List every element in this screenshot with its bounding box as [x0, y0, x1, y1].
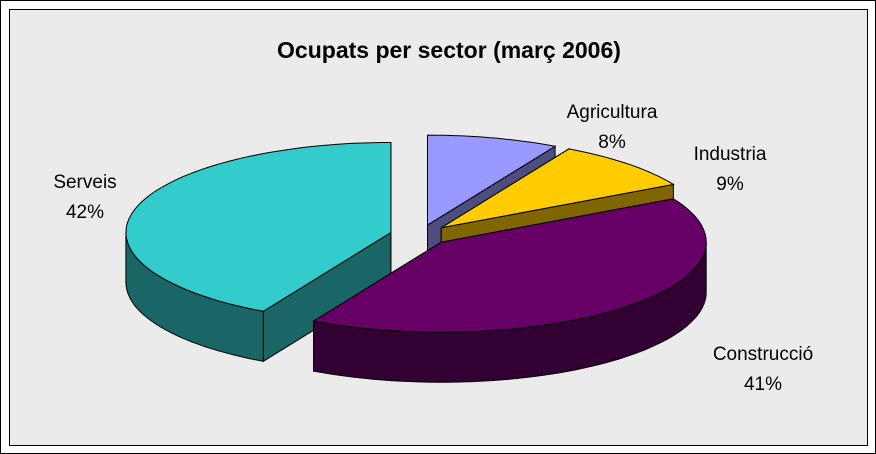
value-label: 41%	[744, 374, 782, 395]
slice-top	[440, 148, 675, 229]
data-label: Industria 9%	[694, 144, 767, 195]
pie-slice	[125, 142, 392, 363]
category-label: Industria	[694, 144, 767, 165]
value-label: 9%	[716, 174, 744, 195]
category-label: Construcció	[713, 344, 813, 365]
data-label: Construcció 41%	[713, 344, 813, 395]
value-label: 42%	[66, 202, 104, 223]
category-label: Serveis	[53, 172, 116, 193]
value-label: 8%	[598, 132, 626, 153]
data-label: Agricultura 8%	[567, 102, 658, 153]
slice-top	[427, 134, 557, 226]
slice-top	[312, 198, 707, 333]
pie-slice	[312, 198, 707, 383]
category-label: Agricultura	[567, 102, 658, 123]
data-label: Serveis 42%	[53, 172, 116, 223]
slice-top	[125, 142, 392, 312]
chart-title: Ocupats per sector (març 2006)	[277, 37, 621, 63]
